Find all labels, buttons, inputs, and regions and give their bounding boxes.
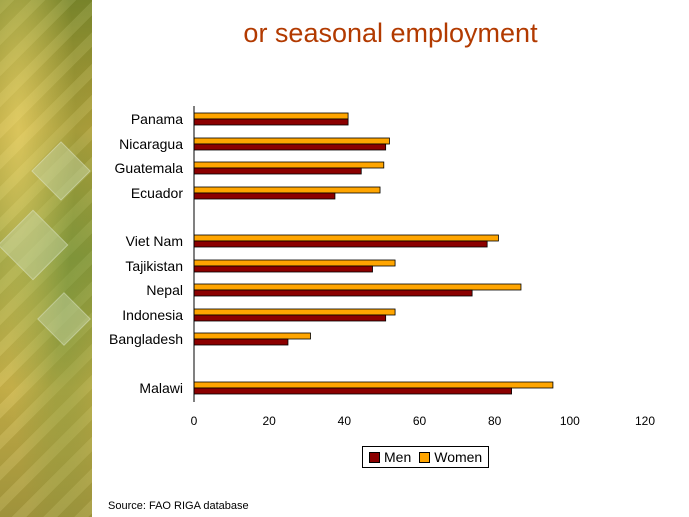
bar-women-nepal xyxy=(193,283,522,291)
category-label-guatemala: Guatemala xyxy=(115,160,184,176)
legend-item-men: Men xyxy=(369,449,411,465)
bar-women-indonesia xyxy=(193,308,396,316)
x-tick-label-80: 80 xyxy=(488,414,502,428)
legend-label-men: Men xyxy=(384,449,412,465)
x-tick-label-20: 20 xyxy=(262,414,276,428)
bar-men-nepal xyxy=(193,289,473,297)
bar-women-ecuador xyxy=(193,186,381,194)
chart-legend: Men Women xyxy=(362,446,490,468)
bar-chart: Panama Nicaragua Guatemala Ecuador Viet Nam T… xyxy=(109,106,655,428)
legend-swatch-women xyxy=(419,451,431,463)
x-tick-label-120: 120 xyxy=(635,414,655,428)
x-tick-label-60: 60 xyxy=(413,414,427,428)
bar-women-malawi xyxy=(193,381,554,389)
bar-men-guatemala xyxy=(193,167,362,175)
bar-women-tajikistan xyxy=(193,259,396,267)
bar-women-panama xyxy=(193,112,349,120)
legend-swatch-men xyxy=(369,451,380,463)
legend-label-women: Women xyxy=(434,449,483,465)
category-label-bangladesh: Bangladesh xyxy=(109,331,183,347)
source-note: Source: FAO RIGA database xyxy=(108,500,249,512)
legend-item-women: Women xyxy=(419,449,482,465)
x-tick-label-0: 0 xyxy=(191,414,198,428)
bar-men-indonesia xyxy=(193,314,387,322)
bar-men-tajikistan xyxy=(193,265,373,273)
category-label-indonesia: Indonesia xyxy=(122,307,183,323)
decorative-side-image xyxy=(0,0,92,517)
bar-men-panama xyxy=(193,118,349,126)
bar-women-nicaragua xyxy=(193,137,390,145)
bar-men-bangladesh xyxy=(193,338,289,346)
category-label-ecuador: Ecuador xyxy=(131,185,183,201)
category-label-tajikistan: Tajikistan xyxy=(125,258,183,274)
category-label-viet-nam: Viet Nam xyxy=(126,233,183,249)
bar-women-viet-nam xyxy=(193,234,499,242)
bar-men-malawi xyxy=(193,387,512,395)
category-label-malawi: Malawi xyxy=(139,380,183,396)
chart-title: or seasonal employment xyxy=(243,18,538,48)
bar-men-nicaragua xyxy=(193,143,387,151)
bar-men-ecuador xyxy=(193,192,336,200)
bar-women-bangladesh xyxy=(193,332,311,340)
x-tick-label-100: 100 xyxy=(560,414,580,428)
category-label-panama: Panama xyxy=(131,111,183,127)
x-tick-label-40: 40 xyxy=(338,414,352,428)
bar-men-viet-nam xyxy=(193,240,488,248)
category-label-nepal: Nepal xyxy=(146,282,183,298)
category-label-nicaragua: Nicaragua xyxy=(119,136,183,152)
bar-women-guatemala xyxy=(193,161,385,169)
